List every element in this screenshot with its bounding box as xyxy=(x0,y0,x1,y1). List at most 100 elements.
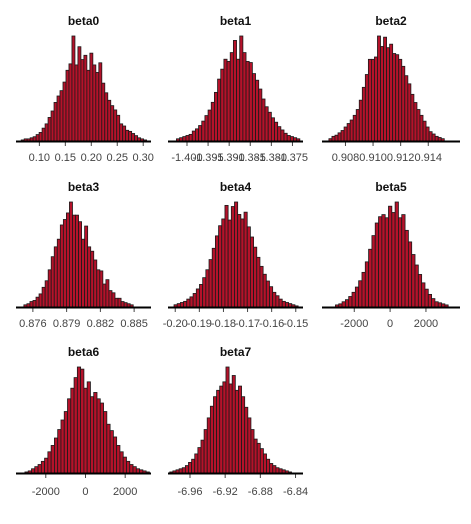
histogram-bar xyxy=(361,271,366,308)
histogram-bar xyxy=(226,61,231,142)
histogram-bar xyxy=(59,224,64,308)
histogram-bar xyxy=(401,214,406,308)
histogram-bar xyxy=(234,389,239,474)
panel-beta3: beta3 0.876 0.879 0.882 0.885 xyxy=(16,180,151,330)
panel-title: beta1 xyxy=(220,14,252,28)
histogram-bar xyxy=(189,296,194,308)
histogram-bar xyxy=(404,229,409,308)
histogram-bar xyxy=(219,385,224,474)
histogram-bar xyxy=(253,438,258,474)
histogram-bar xyxy=(198,125,203,142)
histogram-bar xyxy=(259,448,264,474)
histogram-bar xyxy=(391,212,396,308)
panel-title: beta3 xyxy=(68,180,100,194)
panel-title: beta7 xyxy=(220,345,252,359)
histogram-bar xyxy=(416,109,421,142)
histogram-bar xyxy=(395,54,400,142)
histogram-bar xyxy=(341,301,346,308)
histogram-bar xyxy=(221,218,226,308)
histogram-bar xyxy=(72,214,76,308)
histogram-bar xyxy=(259,265,264,308)
histogram-bar xyxy=(182,136,187,142)
histogram-bar xyxy=(99,270,104,308)
histogram-bar xyxy=(378,216,383,308)
histogram-bar xyxy=(346,123,351,142)
histogram-bar xyxy=(381,214,386,308)
histogram-bar xyxy=(274,121,279,142)
histogram-bar xyxy=(56,95,61,142)
histogram-bar xyxy=(132,466,137,474)
histogram-bar xyxy=(434,301,439,308)
histogram-bar xyxy=(81,238,86,308)
histogram-bar xyxy=(278,468,283,474)
histogram-bar xyxy=(86,381,91,474)
histogram-bar xyxy=(361,86,366,142)
histogram-bar xyxy=(358,99,363,142)
tick-label: 0.876 xyxy=(19,318,47,330)
histogram-bar xyxy=(92,64,97,142)
histogram-bar xyxy=(183,300,188,308)
histogram-bar xyxy=(135,468,140,474)
histogram-bar xyxy=(258,88,263,142)
tick-label: 0.879 xyxy=(53,318,81,330)
histogram-bar xyxy=(384,217,389,308)
tick-label: 0.30 xyxy=(133,152,154,164)
histogram-bar xyxy=(116,114,121,142)
histogram-bar xyxy=(101,82,106,142)
histogram-bar xyxy=(407,83,412,142)
tick-label: -1.390 xyxy=(214,152,245,164)
histogram-bar xyxy=(80,368,85,474)
histogram-bar xyxy=(106,423,111,474)
histogram-bar xyxy=(344,299,350,308)
histogram-bar xyxy=(44,280,49,308)
histogram-bar xyxy=(243,211,248,308)
histogram-bar xyxy=(266,458,271,474)
histogram-bar xyxy=(224,204,229,308)
histogram-bar xyxy=(264,106,269,142)
histogram-bar xyxy=(377,35,381,142)
histogram-bar xyxy=(424,288,429,308)
histogram-bar xyxy=(119,451,124,474)
histogram-bar xyxy=(78,221,82,308)
histogram-bar xyxy=(413,102,418,142)
histogram-bar xyxy=(105,279,110,308)
histogram-bar xyxy=(419,114,424,142)
histogram-bar xyxy=(383,36,387,142)
histogram-bar xyxy=(249,236,254,308)
tick-label: -1.385 xyxy=(235,152,266,164)
histogram-bar xyxy=(218,225,223,308)
histogram-bar xyxy=(421,282,426,308)
histogram-bar xyxy=(129,464,134,474)
histogram-bar xyxy=(35,296,40,308)
histogram-bar xyxy=(75,214,79,308)
tick-label: -0.18 xyxy=(211,318,236,330)
histogram-bar xyxy=(241,396,246,474)
histogram-bar xyxy=(54,437,59,474)
histogram-bar xyxy=(35,134,40,142)
histogram-bar xyxy=(425,126,430,142)
histogram-bar xyxy=(286,135,291,142)
histogram-bar xyxy=(188,133,193,142)
histogram-bar xyxy=(209,405,214,474)
histogram-bar xyxy=(122,456,127,474)
histogram-bar xyxy=(407,241,413,308)
tick-label: -6.96 xyxy=(177,486,202,498)
histogram-bar xyxy=(404,75,409,142)
histogram-bar xyxy=(53,246,58,308)
histogram-bar xyxy=(122,125,127,142)
histogram-bar xyxy=(205,269,210,308)
panel-beta6: beta6 -2000 0 2000 xyxy=(16,345,151,498)
histogram-bar xyxy=(181,467,186,474)
histogram-bar xyxy=(213,396,217,474)
histogram-bar xyxy=(398,217,403,308)
histogram-bar xyxy=(96,398,101,474)
histogram-bar xyxy=(37,464,42,474)
histogram-bar xyxy=(364,74,369,142)
histogram-bar xyxy=(237,214,242,308)
histogram-bar xyxy=(401,65,406,142)
histogram-bar xyxy=(227,219,232,308)
histogram-bar xyxy=(90,396,95,474)
histogram-bar xyxy=(199,284,204,308)
histogram-bar xyxy=(343,126,348,142)
histogram-bar xyxy=(240,218,245,308)
